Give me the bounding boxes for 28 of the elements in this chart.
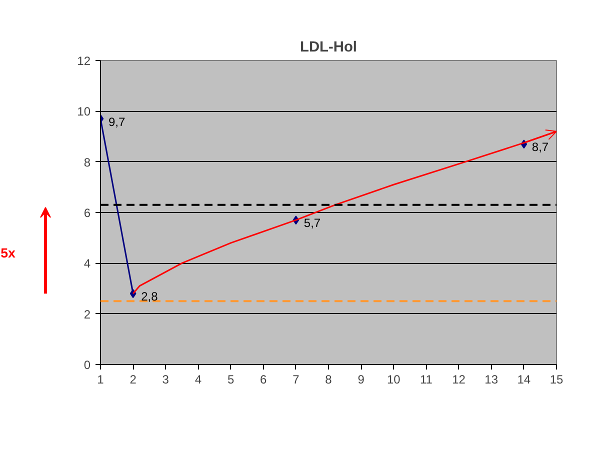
chart-title: LDL-Hol [300,40,357,56]
x-tick-label: 5 [227,372,234,386]
y-tick-label: 6 [84,206,91,220]
x-tick-label: 3 [162,372,170,386]
x-tick-label: 13 [484,372,498,386]
x-tick-label: 14 [517,372,531,386]
y-tick-label: 12 [77,54,91,68]
x-tick-label: 2 [130,372,137,386]
x-tick-label: 4 [194,372,202,386]
data-label: 9,7 [108,114,126,129]
data-label: 2,8 [141,290,158,304]
y-tick-label: 0 [84,358,91,372]
x-tick-label: 6 [260,372,268,386]
x-tick-label: 10 [386,372,401,386]
x-tick-label: 9 [358,372,365,386]
x-tick-label: 7 [292,372,300,386]
x-tick-label: 1 [97,372,104,386]
y-tick-label: 4 [84,256,91,271]
x-tick-label: 11 [420,372,433,386]
x-tick-label: 12 [452,372,466,386]
y-tick-label: 8 [84,155,91,170]
y-tick-label: 10 [77,104,91,119]
text: 5x [0,246,16,261]
y-tick-label: 2 [84,307,91,322]
x-tick-label: 15 [550,372,564,386]
data-label: 5,7 [304,216,321,230]
x-tick-label: 8 [325,372,332,386]
data-label: 8,7 [532,140,549,154]
